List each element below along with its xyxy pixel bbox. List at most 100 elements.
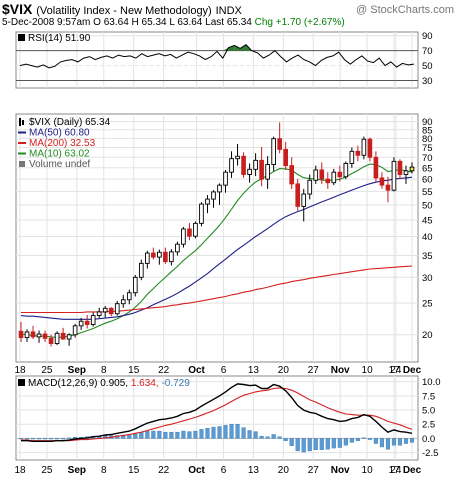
macd-histogram-bar <box>313 438 318 450</box>
candle <box>409 162 415 174</box>
macd-histogram-bar <box>235 424 240 439</box>
macd-histogram-bar <box>36 438 42 440</box>
quote-date: 5-Dec-2008 9:57am <box>2 17 91 28</box>
macd-histogram-bar <box>283 438 288 441</box>
candle-body <box>331 171 337 184</box>
candle-body <box>181 228 186 245</box>
macd-histogram-bar <box>127 434 132 439</box>
price-tick-label: 40 <box>422 232 433 243</box>
price-x-tick-label: 24 <box>390 365 402 376</box>
macd-histogram-bar <box>55 438 60 440</box>
rsi-tick-label: 50 <box>422 61 433 72</box>
macd-x-tick-label: 22 <box>158 465 170 476</box>
macd-histogram-bar <box>49 438 54 440</box>
price-legend-entry: MA(50) 60.80 <box>29 128 90 139</box>
candle <box>355 145 361 162</box>
candle-body <box>283 148 288 167</box>
candle-body <box>253 159 258 170</box>
candle-body <box>151 252 156 258</box>
macd-histogram-bar <box>391 438 397 446</box>
candle <box>66 333 72 346</box>
candle <box>114 300 120 316</box>
macd-label-part: 1.634, <box>131 378 162 389</box>
macd-histogram-bar <box>205 428 210 439</box>
candle <box>301 188 307 222</box>
candle <box>193 221 198 239</box>
legend-swatch <box>22 120 24 125</box>
candle <box>199 202 204 227</box>
candle <box>307 174 313 200</box>
candle-body <box>403 170 409 175</box>
candle <box>265 156 270 189</box>
candle-body <box>271 138 276 165</box>
macd-x-tick-label: 18 <box>14 465 26 476</box>
candle <box>379 172 385 189</box>
candle <box>60 327 66 340</box>
candle-body <box>361 138 367 156</box>
candle <box>24 329 30 343</box>
candle-body <box>211 191 216 200</box>
candle <box>259 146 264 187</box>
macd-histogram-bar <box>30 438 36 440</box>
macd-histogram-bar <box>271 434 276 439</box>
rsi-label: RSI(14) 51.90 <box>28 33 91 44</box>
candle-body <box>102 307 108 313</box>
candle <box>157 249 162 265</box>
candle-body <box>132 276 138 294</box>
candle <box>120 294 126 308</box>
macd-line <box>21 383 413 442</box>
candle-body <box>66 334 72 340</box>
macd-histogram-bar <box>373 438 378 444</box>
candle <box>343 161 349 180</box>
candle-body <box>48 337 54 344</box>
candle-body <box>373 156 379 179</box>
candle-body <box>385 184 391 191</box>
macd-x-tick-label: 27 <box>308 465 320 476</box>
macd-histogram-bar <box>24 438 30 440</box>
candle <box>235 143 240 166</box>
macd-histogram-bar <box>61 438 66 440</box>
price-legend-entry: Volume undef <box>29 159 90 170</box>
candle <box>253 153 258 177</box>
candle-body <box>355 150 361 156</box>
candle <box>18 321 24 343</box>
candle-body <box>114 303 120 315</box>
price-tick-label: 50 <box>422 200 433 211</box>
macd-histogram-bar <box>343 438 348 446</box>
candle <box>151 247 156 260</box>
price-x-tick-label: Oct <box>188 365 205 376</box>
macd-histogram-bar <box>361 437 366 439</box>
candle-body <box>223 171 228 186</box>
macd-histogram-bar <box>18 438 24 440</box>
price-tick-label: 70 <box>422 153 433 164</box>
candle <box>102 305 108 318</box>
price-legend-entry: MA(10) 63.02 <box>29 149 90 160</box>
macd-histogram-bar <box>409 438 415 443</box>
macd-histogram-bar <box>157 430 162 439</box>
quote-change: Chg +1.70 (+2.67%) <box>254 17 345 28</box>
candle-body <box>193 222 198 237</box>
price-x-tick-label: 13 <box>248 365 260 376</box>
macd-panel <box>15 375 419 461</box>
candle-body <box>126 292 132 301</box>
macd-histogram-bar <box>163 431 168 439</box>
candle <box>295 179 301 211</box>
rsi-tick-label: 70 <box>422 46 433 57</box>
macd-tick-label: -2.5 <box>422 448 438 459</box>
candle <box>48 334 54 347</box>
quote-line: 5-Dec-2008 9:57am O 63.64 H 65.34 L 63.6… <box>2 17 345 28</box>
candle-body <box>54 332 60 344</box>
macd-x-tick-label: 6 <box>221 465 227 476</box>
price-tick-label: 25 <box>422 299 433 310</box>
macd-histogram-bar <box>379 438 384 448</box>
candle <box>36 330 42 343</box>
macd-x-tick-label: 24 <box>390 465 402 476</box>
candle-body <box>367 138 373 158</box>
price-x-tick-label: 27 <box>308 365 320 376</box>
candle <box>54 331 60 346</box>
candle-body <box>175 243 180 253</box>
macd-histogram-bar <box>265 436 270 439</box>
price-x-tick-label: 8 <box>101 365 107 376</box>
candle-body <box>205 198 210 205</box>
